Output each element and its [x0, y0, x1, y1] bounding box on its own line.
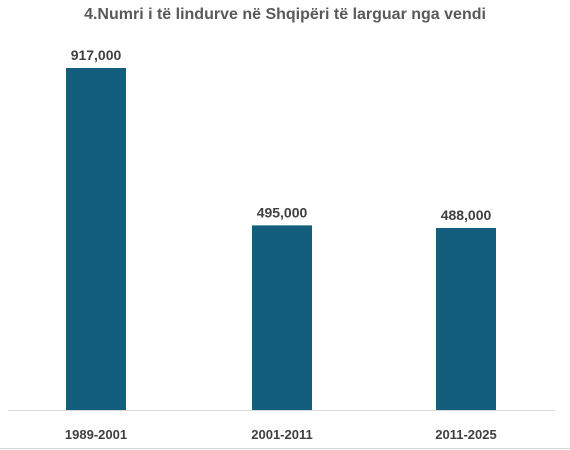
bars-group [66, 68, 496, 410]
data-label-2001-2011: 495,000 [257, 204, 308, 220]
data-label-1989-2001: 917,000 [71, 47, 122, 63]
x-tick-labels-group: 1989-2001 2001-2011 2011-2025 [65, 427, 497, 442]
x-tick-label-2011-2025: 2011-2025 [435, 427, 496, 442]
x-tick-label-2001-2011: 2001-2011 [251, 427, 312, 442]
bar-2001-2011 [252, 225, 312, 410]
data-label-2011-2025: 488,000 [441, 207, 492, 223]
bar-1989-2001 [66, 68, 126, 410]
chart-title: 4.Numri i të lindurve në Shqipëri të lar… [84, 6, 486, 23]
x-tick-label-1989-2001: 1989-2001 [65, 427, 127, 442]
bar-2011-2025 [436, 227, 496, 410]
data-labels-group: 917,000 495,000 488,000 [71, 47, 492, 223]
